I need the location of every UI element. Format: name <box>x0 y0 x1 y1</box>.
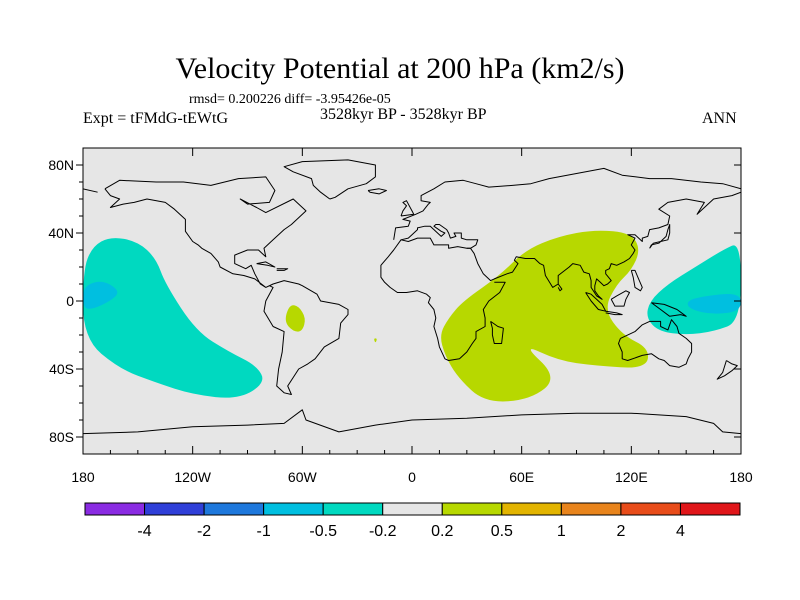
colorbar-label: 1 <box>557 523 566 540</box>
colorbar-box <box>620 502 681 516</box>
coastlines <box>83 159 741 435</box>
colorbar-box <box>203 502 265 516</box>
coastline-6 <box>490 320 504 344</box>
coastline-0 <box>104 176 349 395</box>
coastline-14 <box>367 188 387 195</box>
period-label: 3528kyr BP - 3528kyr BP <box>320 106 487 123</box>
y-tick-label: 80S <box>49 429 74 445</box>
x-tick-label: 120E <box>615 469 648 485</box>
colorbar-label: 0.2 <box>431 523 453 540</box>
coastline-1 <box>283 159 376 200</box>
colorbar-box <box>84 502 146 516</box>
colorbar-box <box>441 502 503 516</box>
x-tick-label: 180 <box>71 469 95 485</box>
colorbar-label: -4 <box>137 523 151 540</box>
colorbar-box <box>382 502 443 516</box>
colorbar-box <box>501 502 562 516</box>
y-tick-label: 80N <box>48 157 74 173</box>
colorbar-box <box>560 502 622 516</box>
x-tick-label: 0 <box>408 469 416 485</box>
map-background <box>83 148 741 454</box>
y-tick-label: 40S <box>49 361 74 377</box>
colorbar-box <box>679 502 741 516</box>
coastline-16 <box>83 409 741 435</box>
coastline-19 <box>256 261 276 268</box>
x-tick-label: 60W <box>288 469 318 485</box>
chart-title: Velocity Potential at 200 hPa (km2/s) <box>175 52 625 85</box>
experiment-label: Expt = tFMdG-tEWtG <box>83 110 229 127</box>
y-tick-label: 0 <box>66 293 74 309</box>
coastline-4 <box>380 191 741 361</box>
coastline-10 <box>610 290 630 307</box>
contour-region-0 <box>83 238 263 398</box>
coastline-15 <box>716 360 738 380</box>
coastline-13 <box>400 200 415 217</box>
x-tick-label: 60E <box>509 469 534 485</box>
x-tick-label: 120W <box>174 469 211 485</box>
contour-region-6 <box>374 338 377 343</box>
coastline-7 <box>618 319 693 368</box>
coastline-17 <box>630 269 643 292</box>
colorbar-label: -0.5 <box>309 523 337 540</box>
coastline-5 <box>400 224 479 249</box>
colorbar-box <box>263 502 324 516</box>
chart-subtitle: rmsd= 0.200226 diff= -3.95426e-05 <box>189 92 391 107</box>
colorbar-label: 4 <box>676 523 685 540</box>
colorbar-box <box>144 502 205 516</box>
season-label: ANN <box>702 110 737 127</box>
coastline-2 <box>393 167 741 240</box>
colorbar-label: -1 <box>257 523 271 540</box>
contour-region-5 <box>285 305 305 332</box>
colorbar-label: 0.5 <box>491 523 513 540</box>
coastline-3 <box>83 188 98 193</box>
contour-region-4 <box>441 230 649 402</box>
coastline-20 <box>276 268 289 271</box>
coastline-9 <box>605 310 623 316</box>
colorbar-box <box>322 502 384 516</box>
coastline-18 <box>557 283 563 292</box>
colorbar-label: 2 <box>616 523 625 540</box>
contour-region-1 <box>83 281 118 309</box>
contour-region-3 <box>687 293 741 314</box>
coastline-11 <box>651 302 687 317</box>
y-tick-label: 40N <box>48 225 74 241</box>
coastline-12 <box>649 224 671 249</box>
colorbar-label: -0.2 <box>369 523 397 540</box>
colorbar-label: -2 <box>197 523 211 540</box>
x-tick-label: 180 <box>729 469 753 485</box>
